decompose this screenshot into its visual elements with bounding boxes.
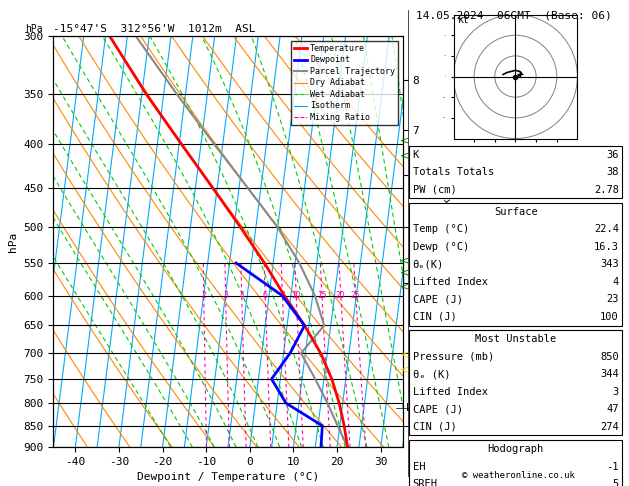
Text: 344: 344 bbox=[600, 369, 619, 379]
Text: 5: 5 bbox=[613, 479, 619, 486]
Text: kt: kt bbox=[458, 15, 469, 25]
Text: Totals Totals: Totals Totals bbox=[413, 167, 494, 177]
Text: Most Unstable: Most Unstable bbox=[475, 334, 557, 344]
Text: 23: 23 bbox=[606, 295, 619, 304]
Text: Lifted Index: Lifted Index bbox=[413, 277, 487, 287]
Text: 16.3: 16.3 bbox=[594, 242, 619, 252]
Text: <: < bbox=[400, 364, 409, 374]
Legend: Temperature, Dewpoint, Parcel Trajectory, Dry Adiabat, Wet Adiabat, Isotherm, Mi: Temperature, Dewpoint, Parcel Trajectory… bbox=[291, 41, 398, 125]
Text: 100: 100 bbox=[600, 312, 619, 322]
Text: 22.4: 22.4 bbox=[594, 225, 619, 234]
Text: Surface: Surface bbox=[494, 207, 538, 217]
Y-axis label: hPa: hPa bbox=[8, 232, 18, 252]
Text: hPa: hPa bbox=[26, 24, 43, 35]
Text: Temp (°C): Temp (°C) bbox=[413, 225, 469, 234]
Text: 850: 850 bbox=[600, 352, 619, 362]
Text: 3: 3 bbox=[613, 387, 619, 397]
Text: θₑ (K): θₑ (K) bbox=[413, 369, 450, 379]
Text: 14.05.2024  06GMT  (Base: 06): 14.05.2024 06GMT (Base: 06) bbox=[416, 11, 612, 21]
Text: K: K bbox=[413, 150, 419, 159]
Text: <: < bbox=[400, 151, 409, 160]
Text: 343: 343 bbox=[600, 260, 619, 269]
Text: -15°47'S  312°56'W  1012m  ASL: -15°47'S 312°56'W 1012m ASL bbox=[53, 24, 256, 35]
Text: CIN (J): CIN (J) bbox=[413, 312, 457, 322]
Text: 10: 10 bbox=[291, 291, 301, 300]
Text: 2: 2 bbox=[201, 291, 206, 300]
Text: <: < bbox=[400, 282, 409, 292]
Text: <: < bbox=[400, 255, 409, 265]
Text: PW (cm): PW (cm) bbox=[413, 185, 457, 194]
Text: EH: EH bbox=[413, 462, 425, 471]
Text: Pressure (mb): Pressure (mb) bbox=[413, 352, 494, 362]
Text: 8: 8 bbox=[280, 291, 285, 300]
Text: CAPE (J): CAPE (J) bbox=[413, 404, 462, 414]
Text: 20: 20 bbox=[336, 291, 345, 300]
Text: 6: 6 bbox=[263, 291, 267, 300]
X-axis label: Dewpoint / Temperature (°C): Dewpoint / Temperature (°C) bbox=[137, 472, 319, 483]
Text: 25: 25 bbox=[351, 291, 360, 300]
Text: -1: -1 bbox=[606, 462, 619, 471]
Text: © weatheronline.co.uk: © weatheronline.co.uk bbox=[462, 471, 576, 480]
Text: 4: 4 bbox=[613, 277, 619, 287]
Text: Mixing Ratio (g/kg): Mixing Ratio (g/kg) bbox=[443, 186, 453, 297]
Text: 36: 36 bbox=[606, 150, 619, 159]
Text: LCL: LCL bbox=[406, 403, 424, 413]
Text: 47: 47 bbox=[606, 404, 619, 414]
Text: 4: 4 bbox=[239, 291, 244, 300]
Text: 38: 38 bbox=[606, 167, 619, 177]
Text: Lifted Index: Lifted Index bbox=[413, 387, 487, 397]
Y-axis label: km
ASL: km ASL bbox=[422, 233, 443, 251]
Text: 2.78: 2.78 bbox=[594, 185, 619, 194]
Text: SREH: SREH bbox=[413, 479, 438, 486]
Text: Hodograph: Hodograph bbox=[487, 444, 544, 454]
Text: <: < bbox=[400, 350, 409, 360]
Text: <: < bbox=[400, 267, 409, 277]
Text: θₑ(K): θₑ(K) bbox=[413, 260, 444, 269]
Text: CIN (J): CIN (J) bbox=[413, 422, 457, 432]
Text: <: < bbox=[400, 136, 409, 146]
Text: 274: 274 bbox=[600, 422, 619, 432]
Text: 15: 15 bbox=[317, 291, 326, 300]
Text: CAPE (J): CAPE (J) bbox=[413, 295, 462, 304]
Text: Dewp (°C): Dewp (°C) bbox=[413, 242, 469, 252]
Text: 3: 3 bbox=[223, 291, 228, 300]
